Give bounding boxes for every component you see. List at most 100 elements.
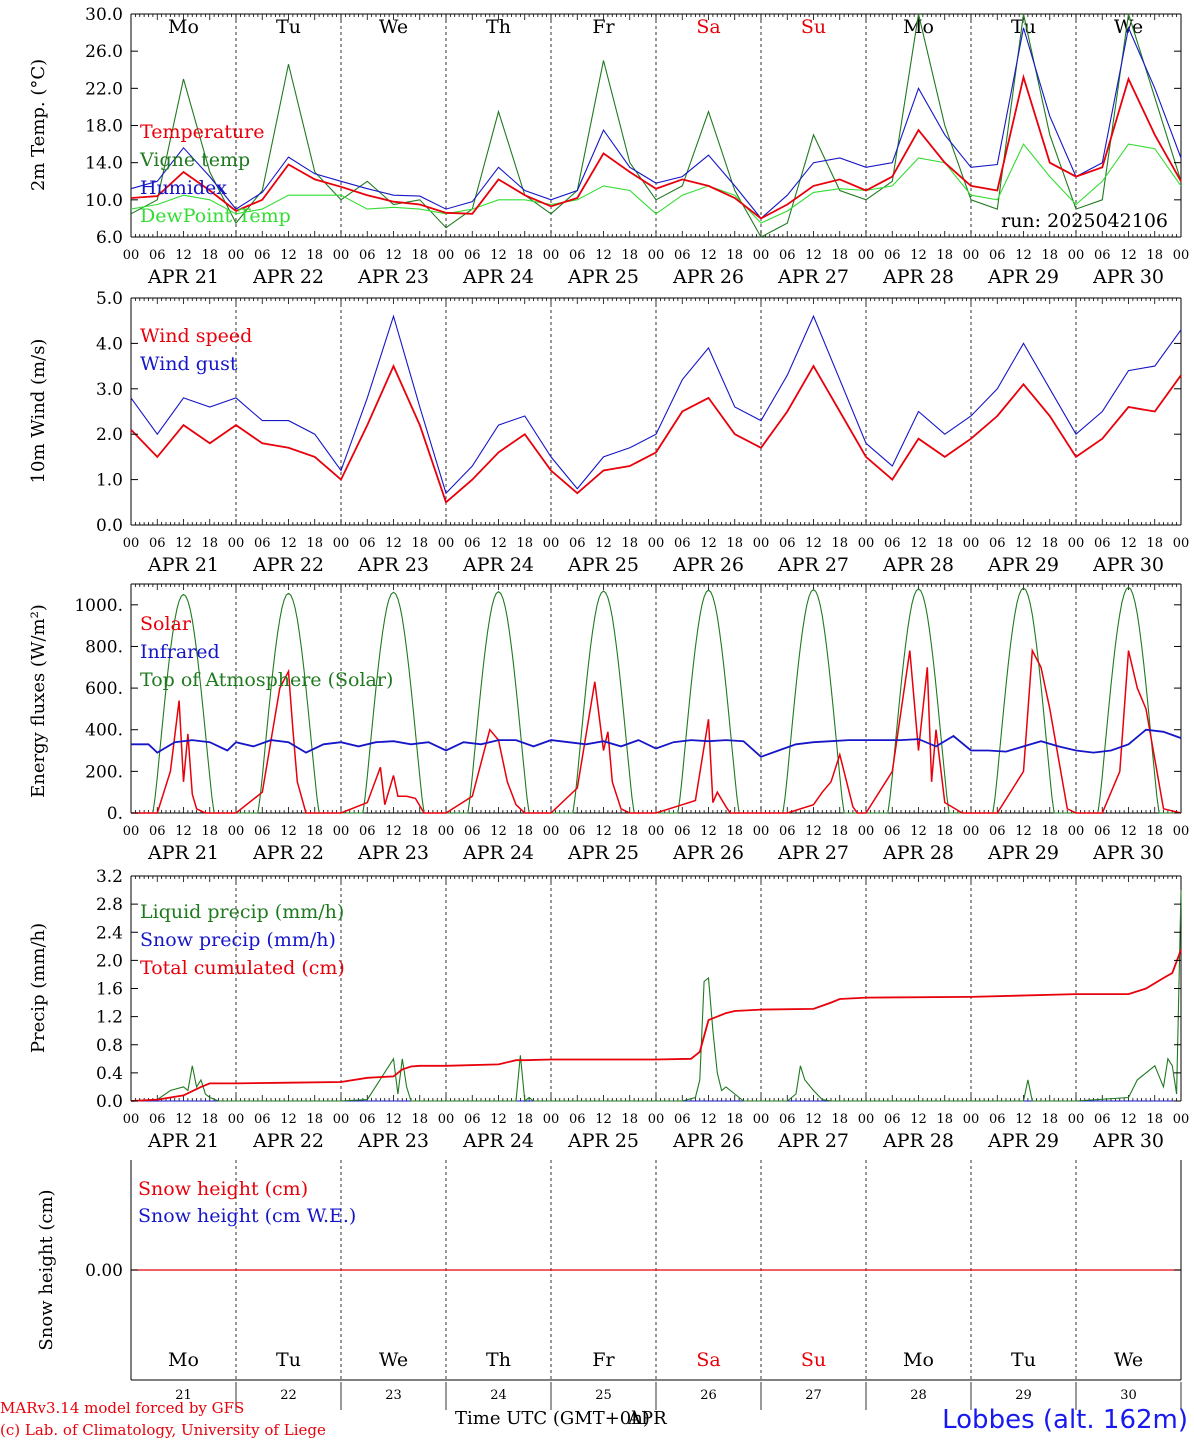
hour-tick-label: 12: [1120, 1112, 1137, 1127]
hour-tick-label: 00: [228, 824, 245, 839]
date-label: APR 23: [357, 842, 429, 864]
panel-5-y-axis: 0.00 Snow height (cm): [36, 1189, 1181, 1351]
hour-tick-label: 00: [963, 824, 980, 839]
hour-tick-label: 18: [936, 1112, 953, 1127]
panel-4-legend: Liquid precip (mm/h) Snow precip (mm/h) To…: [140, 901, 345, 979]
panel-2-series: [130, 314, 1182, 504]
panel-3-frame: [130, 583, 1182, 814]
hour-tick-label: 06: [149, 824, 166, 839]
footer-model-text: MARv3.14 model forced by GFS: [0, 1399, 244, 1417]
legend-entry: Temperature: [140, 121, 264, 143]
hour-tick-label: 00: [333, 824, 350, 839]
hour-tick-label: 18: [306, 536, 323, 551]
x-axis-title-overlay: APR: [627, 1408, 667, 1429]
date-label: APR 25: [567, 266, 639, 288]
series-line-solar: [131, 647, 1182, 814]
hour-tick-label: 00: [438, 248, 455, 263]
hour-tick-label: 12: [910, 1112, 927, 1127]
hour-tick-label: 06: [464, 248, 481, 263]
date-label: APR 25: [567, 554, 639, 576]
hour-tick-label: 12: [175, 248, 192, 263]
hour-tick-label: 12: [595, 536, 612, 551]
hour-tick-label: 06: [254, 824, 271, 839]
series-line: [130, 143, 1182, 224]
hour-tick-label: 18: [411, 248, 428, 263]
hour-tick-label: 06: [254, 248, 271, 263]
hour-tick-label: 00: [543, 1112, 560, 1127]
hour-tick-label: 00: [648, 1112, 665, 1127]
hour-tick-label: 12: [1120, 824, 1137, 839]
run-label: run: 2025042106: [1001, 210, 1168, 232]
y-tick-label: 4.0: [96, 334, 123, 354]
hour-tick-label: 18: [831, 824, 848, 839]
hour-tick-label: 18: [726, 536, 743, 551]
hour-tick-label: 12: [805, 1112, 822, 1127]
date-label: APR 28: [882, 554, 954, 576]
hour-tick-label: 18: [306, 248, 323, 263]
date-label: APR 30: [1092, 1130, 1164, 1152]
hour-tick-label: 12: [490, 536, 507, 551]
day-name: We: [1114, 1349, 1143, 1371]
legend-entry: Solar: [140, 613, 192, 635]
hour-tick-label: 18: [726, 1112, 743, 1127]
panel-1-x-axis: 00 06 12 18 00 06 12 18 00 06 12 18 00 06 12 18 00 06 12 18…: [123, 248, 1190, 288]
panel-3-x-axis: 00 06 12 18 00 06 12 18 00 06 12 18 00 06 12 18 00 06 12 18…: [123, 824, 1190, 864]
hour-tick-label: 12: [910, 824, 927, 839]
day-name: We: [379, 16, 408, 38]
day-name: Tu: [276, 1349, 301, 1371]
hour-tick-label: 12: [910, 248, 927, 263]
hour-tick-label: 06: [884, 536, 901, 551]
hour-tick-label: 12: [385, 824, 402, 839]
hour-tick-label: 00: [123, 248, 140, 263]
hour-tick-label: 12: [910, 536, 927, 551]
panel-3-legend: Solar Infrared Top of Atmosphere (Solar): [140, 613, 393, 691]
hour-tick-label: 18: [201, 248, 218, 263]
hour-tick-label: 18: [516, 824, 533, 839]
hour-tick-label: 12: [700, 1112, 717, 1127]
hour-tick-label: 00: [1173, 248, 1190, 263]
y-axis-title: 10m Wind (m/s): [28, 339, 49, 484]
day-number: 30: [1120, 1388, 1137, 1403]
hour-tick-label: 06: [884, 824, 901, 839]
date-label: APR 23: [357, 1130, 429, 1152]
hour-tick-label: 06: [884, 248, 901, 263]
hour-tick-label: 12: [385, 248, 402, 263]
y-tick-label: 1000.: [74, 596, 123, 616]
panel-1-daynames: Mo Tu We Th Fr Sa Su Mo Tu We: [168, 16, 1143, 38]
hour-tick-label: 12: [175, 1112, 192, 1127]
date-label: APR 22: [252, 842, 324, 864]
hour-tick-label: 18: [411, 824, 428, 839]
hour-tick-label: 06: [989, 536, 1006, 551]
panel-2-y-axis: 0.0 1.0 2.0 3.0 4.0 5.0 10m Wind (m/s): [28, 289, 1181, 536]
hour-tick-label: 00: [438, 1112, 455, 1127]
date-label: APR 22: [252, 266, 324, 288]
date-label: APR 23: [357, 266, 429, 288]
day-name: Tu: [276, 16, 301, 38]
hour-tick-label: 18: [516, 536, 533, 551]
hour-tick-label: 06: [884, 1112, 901, 1127]
hour-tick-label: 18: [831, 536, 848, 551]
panel-5-legend: Snow height (cm) Snow height (cm W.E.): [138, 1178, 356, 1227]
legend-entry: Total cumulated (cm): [140, 957, 345, 979]
panel-3-series: [131, 586, 1182, 814]
y-tick-label: 0.00: [85, 1261, 123, 1281]
day-name: Tu: [1011, 16, 1036, 38]
hour-tick-label: 12: [595, 1112, 612, 1127]
hour-tick-label: 12: [280, 824, 297, 839]
date-label: APR 29: [987, 1130, 1059, 1152]
hour-tick-label: 18: [936, 824, 953, 839]
hour-tick-label: 06: [1094, 536, 1111, 551]
y-tick-label: 5.0: [96, 289, 123, 309]
hour-tick-label: 18: [1041, 248, 1058, 263]
hour-tick-label: 06: [149, 1112, 166, 1127]
hour-tick-label: 18: [936, 248, 953, 263]
hour-tick-label: 18: [1146, 824, 1163, 839]
day-number: 28: [910, 1388, 927, 1403]
hour-tick-label: 18: [516, 248, 533, 263]
date-label: APR 26: [672, 842, 744, 864]
hour-tick-label: 18: [1146, 1112, 1163, 1127]
hour-tick-label: 12: [595, 824, 612, 839]
station-label: Lobbes (alt. 162m): [942, 1405, 1188, 1435]
y-axis-title: Precip (mm/h): [28, 923, 49, 1053]
y-tick-label: 0.4: [96, 1064, 123, 1084]
